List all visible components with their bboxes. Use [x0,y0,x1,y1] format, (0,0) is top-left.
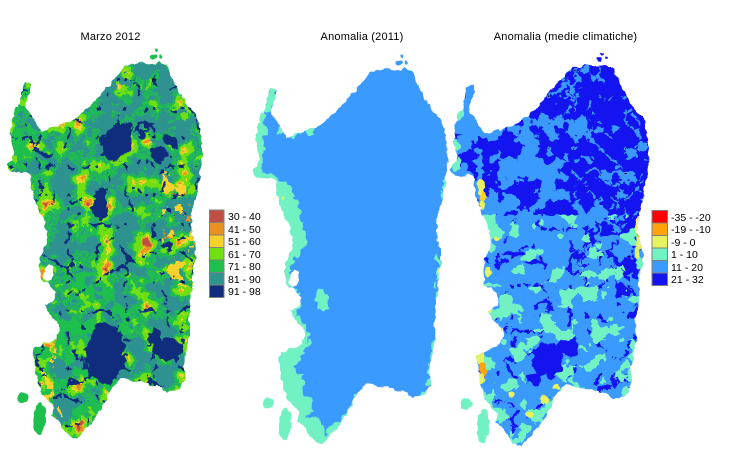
svg-text:61 - 70: 61 - 70 [228,249,261,261]
svg-text:21 - 32: 21 - 32 [671,274,704,286]
svg-text:Anomalia (2011): Anomalia (2011) [321,31,404,43]
svg-text:1 - 10: 1 - 10 [671,249,698,261]
svg-text:51 - 60: 51 - 60 [228,236,261,248]
svg-text:-35 - -20: -35 - -20 [671,212,711,224]
svg-text:11 - 20: 11 - 20 [671,262,703,274]
svg-text:81 - 90: 81 - 90 [228,274,261,286]
svg-text:30 - 40: 30 - 40 [228,211,261,223]
svg-text:-19 - -10: -19 - -10 [671,224,711,236]
svg-text:71 - 80: 71 - 80 [228,261,261,273]
svg-text:Anomalia (medie climatiche): Anomalia (medie climatiche) [494,31,638,43]
svg-text:41 - 50: 41 - 50 [228,224,261,236]
svg-text:91 - 98: 91 - 98 [228,286,261,298]
svg-text:Marzo 2012: Marzo 2012 [80,31,140,43]
svg-text:-9 - 0: -9 - 0 [671,237,696,249]
